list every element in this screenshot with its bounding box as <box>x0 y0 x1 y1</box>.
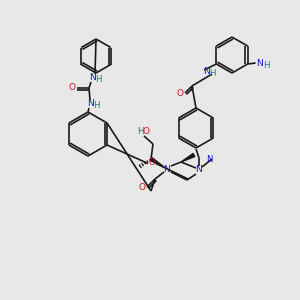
Text: N: N <box>88 100 94 109</box>
Text: N: N <box>164 164 170 173</box>
Text: N: N <box>196 166 202 175</box>
Text: N: N <box>206 155 212 164</box>
Text: O: O <box>176 89 184 98</box>
Text: O: O <box>148 158 155 167</box>
Text: H: H <box>137 128 143 136</box>
Text: N: N <box>256 58 263 68</box>
Polygon shape <box>150 158 164 167</box>
Text: O: O <box>68 83 76 92</box>
Text: H: H <box>93 100 100 109</box>
Text: O: O <box>142 128 149 136</box>
Text: H: H <box>263 61 270 70</box>
Polygon shape <box>181 154 195 162</box>
Text: O: O <box>139 184 145 193</box>
Text: H: H <box>209 68 216 77</box>
Text: N: N <box>90 74 96 82</box>
Text: H: H <box>95 74 102 83</box>
Text: N: N <box>204 68 210 76</box>
